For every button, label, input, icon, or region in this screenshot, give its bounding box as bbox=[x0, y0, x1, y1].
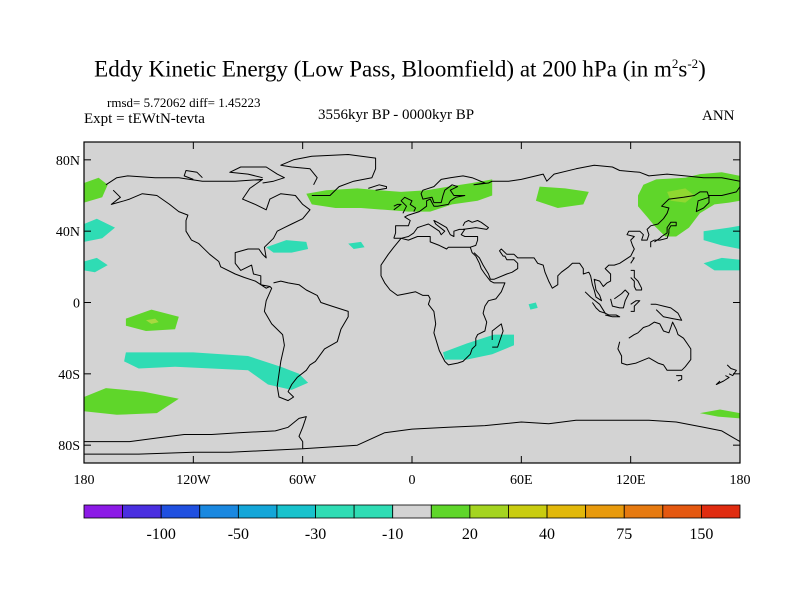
lat-tick-label: 80S bbox=[58, 439, 80, 454]
coastline-segment bbox=[726, 364, 737, 377]
colorbar-swatch bbox=[508, 504, 548, 519]
colorbar-label: 75 bbox=[616, 526, 632, 543]
anomaly-region-central-pacific-neg bbox=[84, 257, 108, 273]
anomaly-region-south-pacific-neg bbox=[124, 352, 309, 390]
coastline-segment bbox=[393, 220, 479, 250]
lon-tick-label: 60W bbox=[289, 473, 317, 488]
experiment-label: Expt = tEWtN-tevta bbox=[84, 111, 205, 127]
lon-tick-label: 120W bbox=[176, 473, 211, 488]
colorbar-swatch bbox=[623, 504, 664, 519]
colorbar-swatch bbox=[315, 504, 355, 519]
colorbar-swatch bbox=[701, 504, 741, 519]
colorbar-swatch bbox=[237, 504, 278, 519]
lon-tick-label: 60E bbox=[510, 473, 533, 488]
colorbar-label: -50 bbox=[228, 526, 249, 543]
coastline-segment bbox=[630, 257, 635, 264]
lat-tick-label: 80N bbox=[56, 154, 80, 169]
lon-tick-label: 180 bbox=[730, 473, 751, 488]
anomaly-region-north-atlantic-europe bbox=[306, 179, 493, 212]
anomaly-region-atlantic-small-neg bbox=[348, 241, 365, 249]
coastline-segment bbox=[715, 375, 730, 385]
anomaly-region-west-pacific-neg bbox=[703, 225, 740, 249]
colorbar-swatch bbox=[430, 504, 471, 519]
anomaly-region-north-pacific-west bbox=[638, 172, 740, 237]
colorbar-swatch bbox=[469, 504, 509, 519]
coastline-segment bbox=[650, 221, 677, 248]
coastline-segment bbox=[400, 196, 417, 214]
coastline-segment bbox=[302, 419, 740, 450]
coastline-segment bbox=[630, 269, 643, 291]
coastline-segment bbox=[617, 321, 692, 371]
colorbar-swatch bbox=[662, 504, 702, 519]
lon-tick-label: 0 bbox=[409, 473, 416, 488]
colorbar-label: -30 bbox=[305, 526, 326, 543]
colorbar: -100 -50 -30 -10 20 40 75 150 bbox=[83, 504, 741, 543]
colorbar-swatch bbox=[276, 504, 316, 519]
colorbar-swatch bbox=[392, 504, 432, 519]
coastline-segment bbox=[676, 375, 683, 382]
latitude-axis: 80N 40N 0 40S 80S bbox=[56, 154, 740, 454]
colorbar-swatch bbox=[160, 504, 201, 519]
colorbar-label: -100 bbox=[147, 526, 176, 543]
colorbar-swatch bbox=[122, 504, 162, 519]
colorbar-swatch bbox=[546, 504, 587, 519]
anomaly-region-south-indian-east bbox=[699, 409, 740, 419]
colorbar-swatch bbox=[199, 504, 239, 519]
colorbar-swatch bbox=[585, 504, 625, 519]
longitude-axis: 180 120W 60W 0 60E 120E 180 bbox=[74, 142, 751, 488]
coastline-segment bbox=[393, 164, 740, 239]
lat-tick-label: 0 bbox=[73, 297, 80, 312]
anomaly-region-north-pacific-core bbox=[667, 188, 695, 203]
coastline-segment bbox=[263, 280, 349, 402]
coastline-segment bbox=[630, 300, 641, 312]
coastline-segment bbox=[604, 312, 621, 318]
anomaly-region-south-pacific-core bbox=[146, 318, 159, 324]
lon-tick-label: 120E bbox=[616, 473, 646, 488]
coastline-segment bbox=[84, 416, 307, 455]
anomaly-regions bbox=[84, 172, 740, 419]
lat-tick-label: 40S bbox=[58, 368, 80, 383]
coastline-segment bbox=[183, 170, 203, 180]
colorbar-swatch bbox=[83, 504, 123, 519]
anomaly-region-siberia bbox=[535, 186, 589, 208]
anomaly-region-hawaii-east-neg bbox=[703, 257, 740, 271]
coastline-segment bbox=[393, 203, 402, 211]
colorbar-swatch bbox=[353, 504, 394, 519]
colorbar-label: 20 bbox=[462, 526, 478, 543]
colorbar-label: 150 bbox=[689, 526, 713, 543]
anomaly-region-north-pacific-east bbox=[84, 177, 108, 203]
lat-tick-label: 40N bbox=[56, 225, 80, 240]
coastline-segment bbox=[610, 289, 630, 309]
anomaly-region-north-pacific-east-neg bbox=[84, 218, 115, 242]
coastline-segment bbox=[473, 186, 740, 302]
anomaly-region-south-africa-neg bbox=[443, 334, 514, 360]
anomaly-region-indian-small-neg bbox=[528, 302, 538, 310]
colorbar-label: 40 bbox=[539, 526, 555, 543]
coastline-segment bbox=[368, 184, 387, 191]
coastline-segment bbox=[380, 237, 506, 366]
plot-title: Eddy Kinetic Energy (Low Pass, Bloomfiel… bbox=[94, 56, 706, 82]
anomaly-region-north-america-east-neg bbox=[266, 240, 309, 253]
coastline-segment bbox=[650, 303, 683, 321]
colorbar-label: -10 bbox=[382, 526, 403, 543]
coastline-segment bbox=[462, 220, 489, 230]
rmsd-diff-stats: rmsd= 5.72062 diff= 1.45223 bbox=[107, 95, 261, 110]
coastline-segment bbox=[280, 154, 377, 196]
lon-tick-label: 180 bbox=[74, 473, 95, 488]
season-label: ANN bbox=[702, 108, 735, 124]
anomaly-region-south-pacific-high-lat bbox=[84, 388, 179, 415]
coastlines bbox=[84, 154, 740, 455]
coastline-segment bbox=[491, 323, 504, 348]
coastline-segment bbox=[105, 175, 311, 289]
time-period-label: 3556kyr BP - 0000kyr BP bbox=[318, 107, 475, 123]
coastline-segment bbox=[229, 166, 285, 184]
